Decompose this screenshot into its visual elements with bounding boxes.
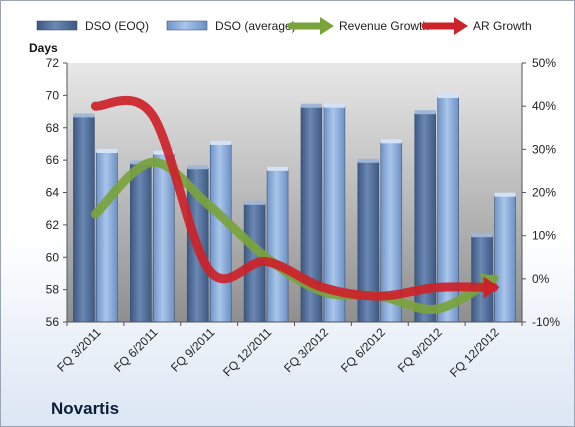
bar-dso-average [153, 153, 175, 323]
x-tick-label: FQ 9/2011 [168, 325, 218, 375]
y-axis-title: Days [29, 41, 58, 55]
bar-top-cap [210, 140, 232, 145]
y-tick-label: 58 [46, 283, 60, 297]
ar-growth-line [90, 95, 499, 301]
x-tick-label: FQ 12/2011 [220, 325, 274, 379]
x-axis: FQ 3/2011 FQ 6/2011 FQ 9/2011 FQ 12/2011 FQ … [54, 321, 523, 380]
y-tick-label: 68 [46, 121, 60, 135]
x-tick-label: FQ 9/2012 [395, 325, 445, 375]
y2-tick-label: 40% [532, 99, 556, 113]
bar-top-cap [494, 192, 516, 197]
bar-top-cap [323, 103, 345, 108]
y2-tick-label: 50% [532, 56, 556, 70]
bar-dso-eoq [73, 116, 95, 323]
y-tick-label: 62 [46, 218, 60, 232]
legend-label-dso-(average): DSO (average) [215, 19, 296, 33]
bar-dso-eoq [130, 163, 152, 323]
x-tick-label: FQ 12/2012 [447, 325, 502, 380]
bar-top-cap [471, 233, 493, 238]
bar-top-cap [244, 200, 266, 205]
y-axis-right: -10% 0% 10% 20% 30% 40% 50% [521, 56, 560, 329]
bar-top-cap [73, 113, 95, 118]
legend-label-dso-(eoq): DSO (EOQ) [85, 19, 149, 33]
x-tick-label: FQ 3/2011 [54, 325, 104, 375]
bar-dso-average [209, 143, 232, 323]
y-tick-label: 56 [46, 315, 60, 329]
y-axis-left: 56 58 60 62 64 66 68 70 72 [46, 56, 68, 329]
y2-tick-label: -10% [532, 315, 560, 329]
legend-swatch-dso-(average) [166, 20, 208, 31]
y2-tick-label: 0% [532, 272, 550, 286]
legend: DSO (EOQ) DSO (average) Revenue Growth AR G… [36, 17, 532, 35]
x-tick-label: FQ 3/2012 [281, 325, 331, 375]
bar-top-cap [380, 139, 402, 144]
legend-swatch-revenue-growth-arrowhead [320, 17, 334, 35]
x-tick-label: FQ 6/2011 [111, 325, 161, 375]
y-tick-label: 72 [46, 56, 60, 70]
legend-swatch-ar-growth-arrowhead [454, 17, 468, 35]
ar-growth-arrowhead [483, 276, 500, 299]
bar-top-cap [96, 149, 118, 154]
bar-top-cap [414, 110, 436, 115]
bar-top-cap [437, 93, 459, 98]
bar-dso-average [96, 151, 118, 323]
y2-tick-label: 10% [532, 229, 556, 243]
y2-tick-label: 20% [532, 186, 556, 200]
bar-top-cap [267, 166, 289, 171]
y-tick-label: 60 [46, 250, 60, 264]
legend-label-ar-growth: AR Growth [473, 19, 532, 33]
y-tick-label: 66 [46, 153, 60, 167]
company-name: Novartis [51, 399, 120, 418]
legend-label-revenue-growth: Revenue Growth [339, 19, 429, 33]
x-tick-label: FQ 6/2012 [338, 325, 388, 375]
y2-tick-label: 30% [532, 142, 556, 156]
bar-top-cap [300, 103, 322, 108]
growth-lines [90, 95, 500, 314]
bar-dso-average [494, 195, 516, 323]
y-tick-label: 64 [46, 186, 60, 200]
bar-top-cap [357, 158, 379, 163]
legend-swatch-dso-(eoq) [36, 20, 78, 31]
bar-top-cap [187, 165, 209, 170]
bar-dso-average [266, 169, 289, 323]
y-tick-label: 70 [46, 88, 60, 102]
